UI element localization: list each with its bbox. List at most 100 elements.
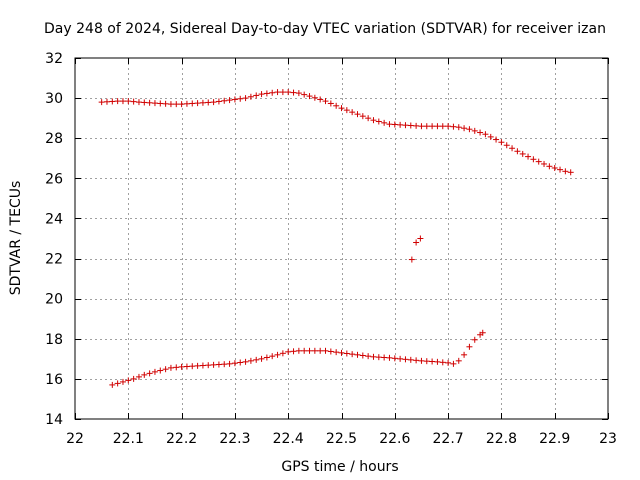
data-point [157, 100, 164, 107]
data-point [402, 356, 409, 363]
data-point [231, 360, 238, 367]
data-point [354, 351, 361, 358]
data-point [514, 148, 521, 155]
data-point [397, 355, 404, 362]
data-point [263, 90, 270, 97]
data-point [119, 98, 126, 105]
data-point [498, 139, 505, 146]
x-tick-label: 22.3 [219, 431, 250, 447]
data-point [343, 107, 350, 114]
x-tick-label: 22.6 [379, 431, 410, 447]
data-point [322, 347, 329, 354]
data-point [301, 91, 308, 98]
data-point [365, 115, 372, 122]
data-point [317, 347, 324, 354]
data-point [417, 235, 424, 242]
data-point [221, 97, 228, 104]
data-point [503, 142, 510, 149]
y-tick-label: 18 [45, 332, 63, 348]
data-point [269, 89, 276, 96]
data-point [450, 360, 457, 367]
data-point [333, 102, 340, 109]
data-point [407, 122, 414, 129]
data-point [445, 123, 452, 130]
data-point [327, 100, 334, 107]
data-point [557, 166, 564, 173]
y-tick-label: 30 [45, 91, 63, 107]
data-point [413, 239, 420, 246]
y-tick-label: 14 [45, 412, 63, 428]
data-point [183, 363, 190, 370]
data-point [487, 133, 494, 140]
data-point [194, 100, 201, 107]
data-point [343, 350, 350, 357]
data-point [359, 352, 366, 359]
data-point [210, 99, 217, 106]
data-point [338, 105, 345, 112]
data-point [479, 329, 486, 336]
data-point [381, 119, 388, 126]
data-point [226, 360, 233, 367]
y-tick-label: 16 [45, 372, 63, 388]
x-tick-label: 22.4 [273, 431, 304, 447]
chart-title: Day 248 of 2024, Sidereal Day-to-day VTE… [44, 21, 606, 37]
data-point [295, 347, 302, 354]
data-point [482, 131, 489, 138]
data-point [295, 90, 302, 97]
data-point [450, 123, 457, 130]
data-point [429, 123, 436, 130]
grid [75, 58, 608, 419]
data-point [263, 354, 270, 361]
data-point [391, 121, 398, 128]
data-point [199, 362, 206, 369]
data-point [237, 95, 244, 102]
data-point [162, 100, 169, 107]
data-point [173, 101, 180, 108]
data-point [141, 371, 148, 378]
data-point [199, 99, 206, 106]
data-point [173, 364, 180, 371]
data-point [455, 124, 462, 131]
y-tick-label: 28 [45, 131, 63, 147]
x-tick-label: 22 [66, 431, 84, 447]
data-point [413, 357, 420, 364]
data-point [418, 123, 425, 130]
data-point [370, 117, 377, 124]
data-point [541, 160, 548, 167]
data-point [434, 358, 441, 365]
data-point [461, 125, 468, 132]
data-point [215, 98, 222, 105]
data-point [423, 123, 430, 130]
data-point [135, 373, 142, 380]
data-point [119, 378, 126, 385]
data-point [407, 356, 414, 363]
data-point [109, 381, 116, 388]
data-point [194, 362, 201, 369]
data-point [237, 359, 244, 366]
data-point [349, 109, 356, 116]
data-point [466, 126, 473, 133]
data-point [269, 353, 276, 360]
data-point [151, 368, 158, 375]
data-point [530, 156, 537, 163]
data-point [258, 355, 265, 362]
data-point [98, 99, 105, 106]
data-point [125, 377, 132, 384]
data-point [253, 356, 260, 363]
data-point [333, 349, 340, 356]
data-point [167, 364, 174, 371]
data-point [253, 92, 260, 99]
y-tick-label: 20 [45, 292, 63, 308]
data-point [455, 357, 462, 364]
data-point [317, 96, 324, 103]
data-point [370, 353, 377, 360]
y-tick-label: 32 [45, 51, 63, 67]
data-point [546, 163, 553, 170]
data-point [141, 99, 148, 106]
data-point [306, 93, 313, 100]
data-point [114, 98, 121, 105]
data-point [402, 122, 409, 129]
data-point [477, 129, 484, 136]
data-point [226, 97, 233, 104]
data-point [231, 96, 238, 103]
